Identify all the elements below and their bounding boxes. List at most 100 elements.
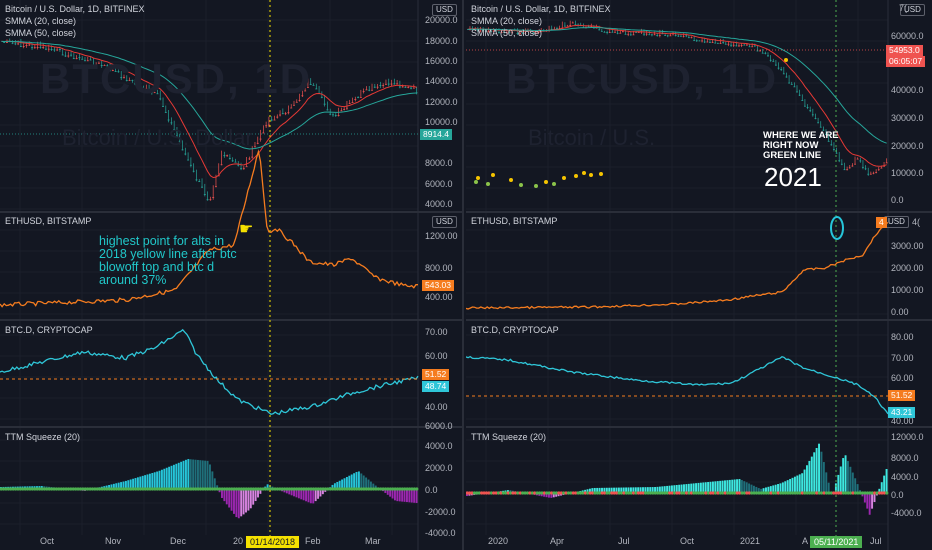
candle-body bbox=[131, 80, 134, 81]
squeeze-dot bbox=[808, 491, 812, 495]
candle-body bbox=[42, 47, 45, 48]
squeeze-dot bbox=[709, 491, 713, 495]
histogram-bar bbox=[605, 487, 608, 493]
squeeze-dot bbox=[856, 491, 860, 495]
candle-body bbox=[111, 70, 114, 71]
squeeze-dot bbox=[764, 491, 768, 495]
squeeze-dot bbox=[412, 487, 416, 491]
squeeze-dot bbox=[634, 491, 638, 495]
squeeze-dot bbox=[155, 487, 159, 491]
histogram-bar bbox=[336, 481, 339, 489]
candle-body bbox=[727, 43, 730, 45]
histogram-bar bbox=[883, 475, 886, 493]
candle-body bbox=[109, 70, 112, 71]
histogram-bar bbox=[728, 479, 731, 493]
candle-body bbox=[719, 42, 722, 44]
squeeze-dot bbox=[672, 491, 677, 495]
squeeze-dot bbox=[150, 487, 155, 491]
squeeze-dot bbox=[617, 491, 621, 495]
squeeze-dot bbox=[783, 491, 788, 495]
histogram-bar bbox=[598, 487, 601, 493]
candle-body bbox=[134, 83, 137, 85]
candle-body bbox=[674, 35, 677, 36]
squeeze-dot bbox=[680, 491, 684, 495]
y-tick: 3000.00 bbox=[891, 241, 924, 251]
squeeze-dot bbox=[820, 491, 824, 495]
histogram-bar bbox=[740, 480, 743, 493]
squeeze-dot bbox=[694, 491, 698, 495]
btcd-line bbox=[0, 328, 419, 416]
histogram-bar bbox=[634, 487, 637, 493]
candle-body bbox=[214, 186, 217, 188]
candle-body bbox=[287, 112, 290, 114]
squeeze-dot bbox=[793, 491, 797, 495]
candle-body bbox=[240, 168, 243, 170]
currency-label[interactable]: USD bbox=[432, 4, 457, 16]
squeeze-dot bbox=[11, 487, 15, 491]
histogram-bar bbox=[668, 485, 671, 493]
histogram-bar bbox=[755, 486, 758, 493]
y-tick: 40.00 bbox=[891, 416, 914, 426]
squeeze-dot bbox=[827, 491, 831, 495]
candle-body bbox=[276, 116, 279, 118]
currency-label[interactable]: USD bbox=[884, 216, 909, 228]
squeeze-dot bbox=[754, 491, 759, 495]
left-chart[interactable]: BTCUSD, 1D Bitcoin / U.S. Dollar Bitcoin… bbox=[0, 0, 464, 550]
candle-body bbox=[368, 89, 371, 91]
candle-body bbox=[801, 100, 804, 101]
squeeze-dot bbox=[278, 487, 282, 491]
squeeze-dot bbox=[124, 487, 128, 491]
histogram-bar bbox=[550, 493, 553, 498]
histogram-bar bbox=[124, 480, 127, 489]
squeeze-dot bbox=[624, 491, 628, 495]
histogram-bar bbox=[851, 472, 854, 493]
currency-label[interactable]: USD bbox=[432, 216, 457, 228]
currency-label[interactable]: USD bbox=[900, 4, 925, 16]
x-tick: Apr bbox=[550, 536, 565, 546]
squeeze-dot bbox=[518, 491, 522, 495]
squeeze-dot bbox=[610, 491, 614, 495]
squeeze-dot bbox=[472, 491, 477, 495]
squeeze-dot bbox=[523, 491, 527, 495]
candle-body bbox=[226, 155, 229, 157]
candle-body bbox=[780, 69, 783, 70]
squeeze-dot bbox=[18, 487, 23, 491]
squeeze-dot bbox=[391, 487, 395, 491]
histogram-bar bbox=[721, 480, 724, 493]
right-chart[interactable]: BTCUSD, 1D Bitcoin / U.S. Bitcoin / U.S.… bbox=[466, 0, 932, 550]
eth-line bbox=[0, 149, 418, 308]
squeeze-dot bbox=[841, 491, 845, 495]
candle-body bbox=[661, 33, 664, 35]
squeeze-dot bbox=[812, 491, 817, 495]
squeeze-dot bbox=[713, 491, 718, 495]
histogram-bar bbox=[319, 489, 322, 497]
squeeze-dot bbox=[54, 487, 59, 491]
squeeze-dot bbox=[631, 491, 636, 495]
squeeze-dot bbox=[69, 487, 73, 491]
squeeze-dot bbox=[28, 487, 32, 491]
candle-body bbox=[359, 97, 362, 98]
candle-body bbox=[693, 40, 696, 42]
squeeze-dot bbox=[622, 491, 626, 495]
squeeze-dot bbox=[870, 491, 874, 495]
squeeze-dot bbox=[501, 491, 505, 495]
candle-body bbox=[362, 91, 365, 93]
squeeze-dot bbox=[771, 491, 776, 495]
candle-body bbox=[479, 30, 482, 32]
candle-body bbox=[640, 31, 643, 33]
year-annotation: 2021 bbox=[764, 162, 822, 192]
squeeze-dot bbox=[468, 491, 472, 495]
candle-body bbox=[323, 103, 326, 105]
histogram-bar bbox=[555, 493, 558, 497]
candle-body bbox=[867, 173, 870, 175]
squeeze-dot bbox=[295, 487, 299, 491]
squeeze-dot bbox=[735, 491, 739, 495]
price-tag: 51.52 bbox=[422, 369, 450, 380]
candle-body bbox=[106, 65, 109, 67]
squeeze-dot bbox=[194, 487, 198, 491]
squeeze-dot bbox=[581, 491, 585, 495]
candle-body bbox=[298, 100, 301, 101]
squeeze-dot bbox=[701, 491, 706, 495]
squeeze-dot bbox=[646, 491, 650, 495]
squeeze-dot bbox=[728, 491, 732, 495]
